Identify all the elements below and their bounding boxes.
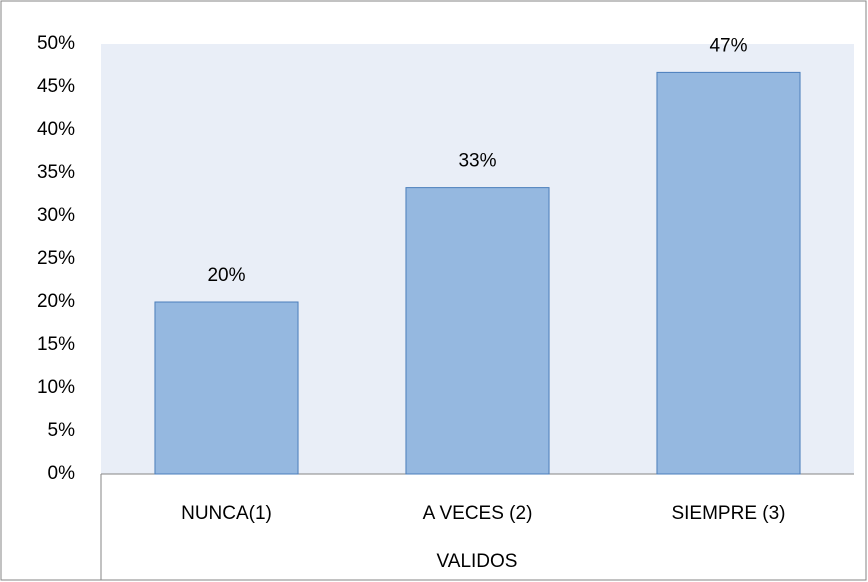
x-tick-label: A VECES (2) <box>423 503 533 524</box>
x-axis-label: VALIDOS <box>437 551 518 572</box>
y-tick-label: 35% <box>37 162 75 183</box>
bar <box>405 187 550 475</box>
y-tick-label: 25% <box>37 248 75 269</box>
data-label: 47% <box>709 35 747 56</box>
y-tick-label: 30% <box>37 205 75 226</box>
y-tick-label: 5% <box>48 420 76 441</box>
y-tick-label: 10% <box>37 377 75 398</box>
x-tick-label: NUNCA(1) <box>181 503 272 524</box>
y-tick-label: 45% <box>37 76 75 97</box>
y-tick-label: 40% <box>37 119 75 140</box>
y-tick-label: 50% <box>37 33 75 54</box>
data-label: 20% <box>207 265 245 286</box>
y-tick-label: 15% <box>37 334 75 355</box>
bar <box>154 301 299 475</box>
x-tick-label: SIEMPRE (3) <box>671 503 785 524</box>
y-tick-label: 0% <box>48 463 76 484</box>
y-tick-label: 20% <box>37 291 75 312</box>
bar <box>656 71 801 475</box>
data-label: 33% <box>458 151 496 172</box>
